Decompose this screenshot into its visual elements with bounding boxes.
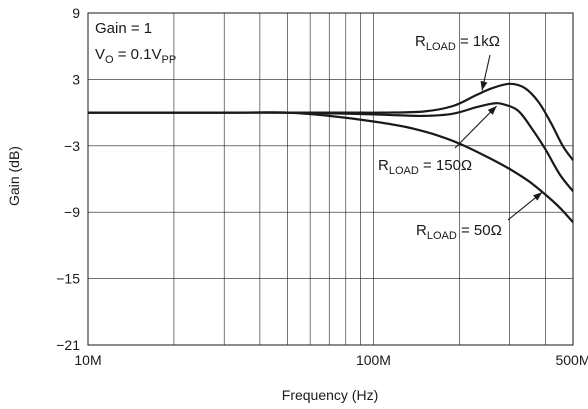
series-curves: [88, 82, 574, 223]
x-axis-label: Frequency (Hz): [282, 387, 378, 403]
arrow-50-head: [533, 192, 543, 201]
y-tick-label: −15: [56, 271, 80, 287]
annotation-arrows: [454, 54, 543, 221]
x-tick-labels: 10M 100M 500M: [74, 352, 588, 368]
x-tick-label: 10M: [74, 352, 101, 368]
conditions-box: Gain = 1 VO = 0.1VPP: [95, 20, 176, 66]
arrow-150: [454, 105, 497, 149]
series-label-150: RLOAD = 150Ω: [378, 157, 472, 177]
y-axis-label: Gain (dB): [6, 146, 22, 206]
series-label-50: RLOAD = 50Ω: [416, 222, 502, 242]
conditions-gain: Gain = 1: [95, 20, 152, 37]
x-tick-label: 100M: [356, 352, 391, 368]
x-tick-label: 500M: [555, 352, 588, 368]
plot-frame: [87, 12, 574, 346]
y-tick-label: 3: [72, 71, 80, 87]
series-line-50: [88, 111, 574, 223]
y-tick-label: −3: [64, 138, 80, 154]
y-tick-label: −21: [56, 337, 80, 353]
grid-lines: [88, 13, 573, 345]
series-label-1k: RLOAD = 1kΩ: [415, 33, 500, 53]
y-tick-label: −9: [64, 204, 80, 220]
series-line-1k: [88, 82, 574, 161]
conditions-vo: VO = 0.1VPP: [95, 46, 176, 66]
arrow-150-head: [487, 105, 497, 115]
arrow-1k-head: [480, 80, 488, 91]
y-tick-labels: 9 3 −3 −9 −15 −21: [56, 5, 80, 353]
y-tick-label: 9: [72, 5, 80, 21]
